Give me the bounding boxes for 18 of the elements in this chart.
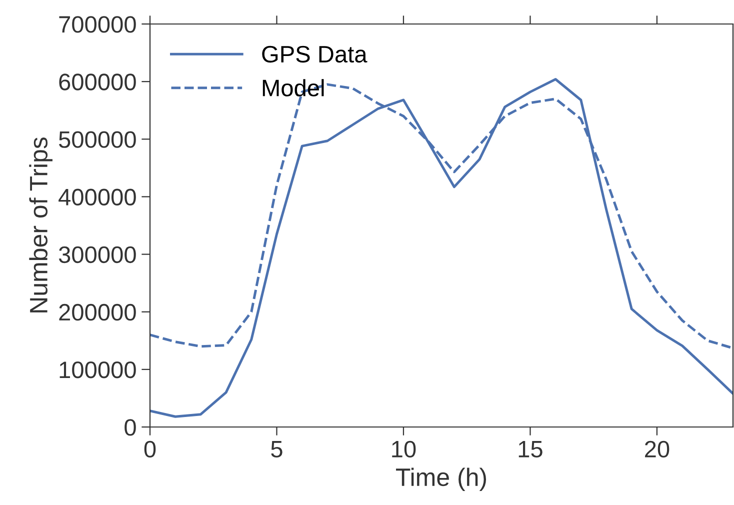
legend-label: GPS Data bbox=[262, 46, 368, 63]
line-series bbox=[150, 78, 733, 418]
y-tick-label: 100000 bbox=[60, 361, 136, 378]
x-tick-label: 15 bbox=[518, 441, 542, 458]
x-axis-title: Time (h) bbox=[396, 468, 486, 492]
y-tick-label: 400000 bbox=[58, 188, 136, 206]
y-tick-label: 300000 bbox=[58, 246, 136, 264]
legend-label: Model bbox=[262, 79, 324, 96]
y-tick-label: 0 bbox=[124, 419, 136, 436]
x-tick-label: 10 bbox=[392, 440, 416, 458]
y-tick-label: 500000 bbox=[58, 131, 136, 148]
y-tick-label: 700000 bbox=[59, 16, 136, 33]
x-tick-label: 20 bbox=[645, 440, 670, 458]
x-tick-label: 5 bbox=[271, 441, 282, 458]
x-tick-label: 0 bbox=[144, 440, 156, 458]
y-axis-title: Number of Trips bbox=[29, 137, 52, 312]
y-tick-label: 200000 bbox=[59, 304, 136, 321]
y-tick-label: 600000 bbox=[59, 74, 136, 90]
